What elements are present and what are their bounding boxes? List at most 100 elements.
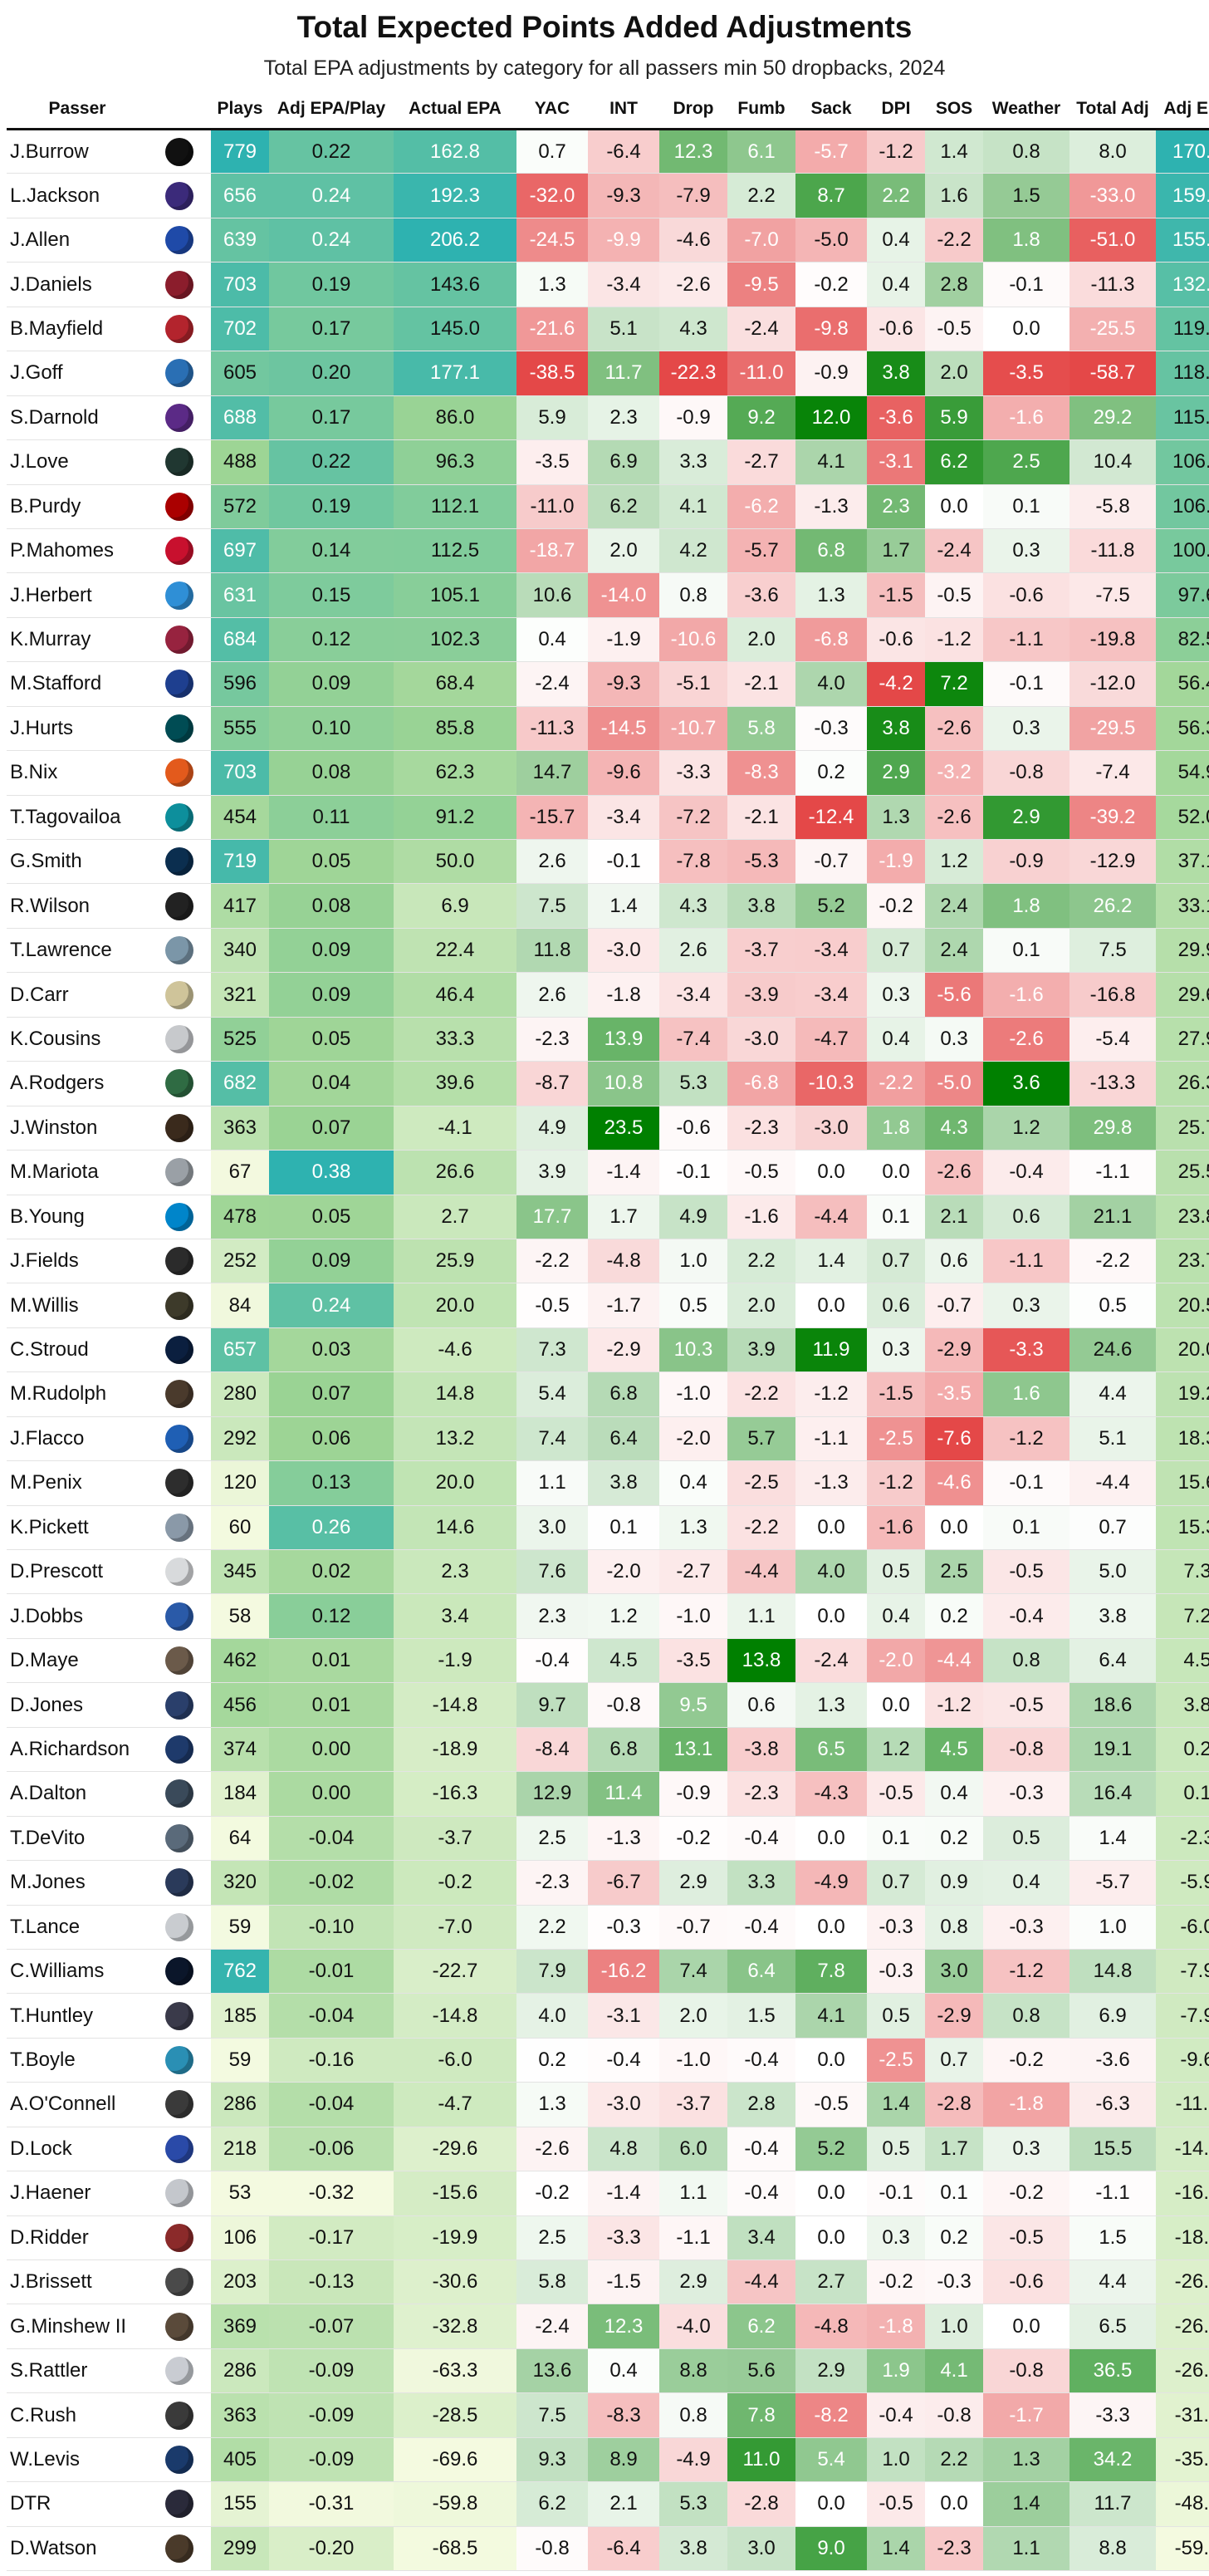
cell-sos: 2.8	[925, 262, 983, 307]
cell-dpi: 2.3	[867, 484, 925, 529]
cell-fumb: -0.4	[727, 1905, 795, 1950]
header-sos[interactable]: SOS	[925, 90, 983, 130]
table-row: J.Daniels 703 0.19 143.6 1.3 -3.4 -2.6 -9.5 -0.2…	[7, 262, 1209, 307]
cell-yac: -2.6	[516, 2127, 588, 2172]
cell-yac: -0.4	[516, 1638, 588, 1684]
team-logo-cell	[148, 2038, 211, 2083]
header-weather[interactable]: Weather	[983, 90, 1070, 130]
team-helmet-icon	[165, 1779, 193, 1808]
cell-plays: 286	[211, 2348, 269, 2394]
cell-total-adj: 34.2	[1070, 2437, 1156, 2483]
table-row: J.Burrow 779 0.22 162.8 0.7 -6.4 12.3 6.1 -5.7 -1…	[7, 129, 1209, 174]
cell-fumb: 2.2	[727, 173, 795, 218]
cell-fumb: 5.8	[727, 706, 795, 752]
team-helmet-icon	[165, 626, 193, 655]
header-drop[interactable]: Drop	[659, 90, 727, 130]
table-row: D.Ridder 106 -0.17 -19.9 2.5 -3.3 -1.1 3.4 0.0 0.…	[7, 2215, 1209, 2261]
cell-total-adj: 26.2	[1070, 883, 1156, 929]
cell-adj-epa: 0.1	[1156, 1771, 1209, 1817]
cell-weather: 1.1	[983, 2526, 1070, 2572]
team-logo-cell	[148, 2171, 211, 2216]
cell-sos: -1.2	[925, 617, 983, 663]
cell-drop: 2.0	[659, 1993, 727, 2039]
team-logo-cell	[148, 395, 211, 441]
header-adj-epa[interactable]: Adj EPA	[1156, 90, 1209, 130]
cell-sack: 4.1	[795, 439, 867, 485]
cell-sos: 6.2	[925, 439, 983, 485]
header-plays[interactable]: Plays	[211, 90, 269, 130]
cell-yac: 12.9	[516, 1771, 588, 1817]
cell-adj-epa-play: -0.10	[269, 1905, 394, 1950]
cell-dpi: 0.7	[867, 1860, 925, 1906]
header-total-adj[interactable]: Total Adj	[1070, 90, 1156, 130]
cell-sos: -2.9	[925, 1327, 983, 1373]
cell-sack: -1.1	[795, 1416, 867, 1462]
cell-adj-epa-play: -0.01	[269, 1949, 394, 1995]
table-row: J.Dobbs 58 0.12 3.4 2.3 1.2 -1.0 1.1 0.0 0.4 0.2 -0…	[7, 1593, 1209, 1639]
cell-yac: 2.2	[516, 1905, 588, 1950]
cell-weather: 1.3	[983, 2437, 1070, 2483]
team-helmet-icon	[165, 847, 193, 876]
cell-yac: 4.0	[516, 1993, 588, 2039]
cell-actual-epa: -19.9	[394, 2215, 516, 2261]
team-logo-cell	[148, 572, 211, 618]
cell-weather: 0.8	[983, 1638, 1070, 1684]
cell-weather: 1.8	[983, 218, 1070, 263]
cell-actual-epa: 20.0	[394, 1283, 516, 1328]
cell-int: 0.1	[588, 1505, 659, 1551]
cell-fumb: -6.8	[727, 1061, 795, 1106]
header-dpi[interactable]: DPI	[867, 90, 925, 130]
table-row: M.Penix 120 0.13 20.0 1.1 3.8 0.4 -2.5 -1.3 -1.2-…	[7, 1460, 1209, 1506]
cell-fumb: 5.7	[727, 1416, 795, 1462]
table-row: J.Fields 252 0.09 25.9 -2.2 -4.8 1.0 2.2 1.4 0.7 0…	[7, 1239, 1209, 1284]
team-helmet-icon	[165, 448, 193, 477]
team-helmet-icon	[165, 1024, 193, 1053]
cell-sack: -2.4	[795, 1638, 867, 1684]
cell-fumb: 13.8	[727, 1638, 795, 1684]
cell-actual-epa: 50.0	[394, 839, 516, 885]
cell-fumb: -5.7	[727, 528, 795, 574]
cell-adj-epa-play: 0.17	[269, 307, 394, 352]
cell-adj-epa-play: -0.04	[269, 1816, 394, 1862]
cell-plays: 60	[211, 1505, 269, 1551]
cell-yac: 2.6	[516, 972, 588, 1018]
cell-dpi: -1.5	[867, 1371, 925, 1417]
cell-adj-epa-play: -0.09	[269, 2348, 394, 2394]
cell-plays: 631	[211, 572, 269, 618]
chart-subtitle: Total EPA adjustments by category for al…	[263, 56, 946, 80]
cell-plays: 656	[211, 173, 269, 218]
cell-drop: -4.0	[659, 2304, 727, 2349]
cell-yac: -15.7	[516, 795, 588, 841]
cell-yac: 1.1	[516, 1460, 588, 1506]
header-yac[interactable]: YAC	[516, 90, 588, 130]
cell-yac: -2.3	[516, 1017, 588, 1062]
cell-yac: 2.6	[516, 839, 588, 885]
header-passer[interactable]: Passer	[7, 90, 148, 130]
cell-dpi: 1.9	[867, 2348, 925, 2394]
cell-weather: 0.3	[983, 528, 1070, 574]
header-actual-epa[interactable]: Actual EPA	[394, 90, 516, 130]
header-fumb[interactable]: Fumb	[727, 90, 795, 130]
cell-adj-epa: -26.3	[1156, 2304, 1209, 2349]
cell-dpi: 3.8	[867, 351, 925, 396]
team-logo-cell	[148, 1816, 211, 1862]
header-sack[interactable]: Sack	[795, 90, 867, 130]
cell-adj-epa-play: 0.04	[269, 1061, 394, 1106]
cell-yac: 6.2	[516, 2481, 588, 2527]
cell-drop: 5.3	[659, 2481, 727, 2527]
cell-yac: 10.6	[516, 572, 588, 618]
cell-sack: -4.8	[795, 2304, 867, 2349]
header-int[interactable]: INT	[588, 90, 659, 130]
cell-adj-epa: -9.6	[1156, 2038, 1209, 2083]
cell-fumb: -4.4	[727, 2260, 795, 2305]
passer-name: D.Watson	[7, 2526, 148, 2572]
cell-int: -3.1	[588, 1993, 659, 2039]
cell-adj-epa-play: 0.12	[269, 1593, 394, 1639]
header-adj-epa-play[interactable]: Adj EPA/Play	[269, 90, 394, 130]
cell-dpi: 0.7	[867, 928, 925, 974]
cell-fumb: 3.9	[727, 1327, 795, 1373]
table-row: C.Stroud 657 0.03 -4.6 7.3 -2.9 10.3 3.9 11.9 0.3…	[7, 1327, 1209, 1373]
cell-int: -6.4	[588, 2526, 659, 2572]
table-row: A.Richardson 374 0.00 -18.9 -8.4 6.8 13.1 -3.8 6…	[7, 1727, 1209, 1773]
cell-int: 12.3	[588, 2304, 659, 2349]
